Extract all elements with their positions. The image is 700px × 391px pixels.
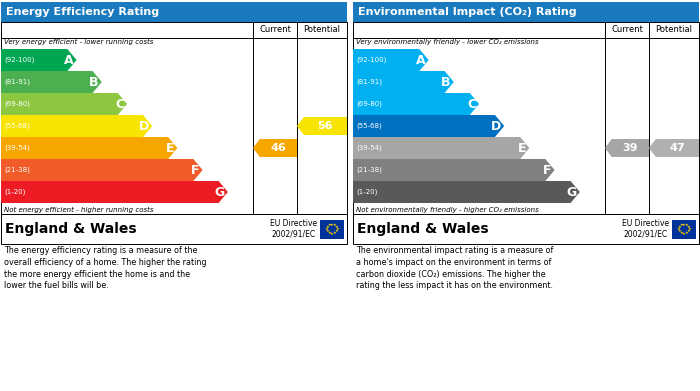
Text: ★: ★ xyxy=(326,225,329,229)
Text: ★: ★ xyxy=(328,223,331,227)
Text: 46: 46 xyxy=(270,143,286,153)
Text: A: A xyxy=(416,54,426,66)
Bar xyxy=(320,219,344,239)
Text: Not environmentally friendly - higher CO₂ emissions: Not environmentally friendly - higher CO… xyxy=(356,207,539,213)
Text: Potential: Potential xyxy=(304,25,340,34)
Text: EU Directive
2002/91/EC: EU Directive 2002/91/EC xyxy=(622,219,669,239)
Text: C: C xyxy=(115,97,124,111)
Text: ★: ★ xyxy=(330,222,334,226)
Text: ★: ★ xyxy=(325,227,328,231)
Polygon shape xyxy=(353,115,504,137)
Text: (81-91): (81-91) xyxy=(356,79,382,85)
Polygon shape xyxy=(297,117,347,135)
Text: B: B xyxy=(90,75,99,88)
Text: ★: ★ xyxy=(333,223,337,227)
Text: (92-100): (92-100) xyxy=(4,57,34,63)
Text: ★: ★ xyxy=(678,229,681,233)
Polygon shape xyxy=(353,159,554,181)
Text: (1-20): (1-20) xyxy=(356,189,377,195)
Text: C: C xyxy=(467,97,476,111)
Text: F: F xyxy=(191,163,200,176)
Text: (55-68): (55-68) xyxy=(4,123,29,129)
Polygon shape xyxy=(605,139,649,157)
Text: (21-38): (21-38) xyxy=(4,167,30,173)
Text: ★: ★ xyxy=(335,227,340,231)
Text: G: G xyxy=(566,185,577,199)
Polygon shape xyxy=(1,159,202,181)
Text: EU Directive
2002/91/EC: EU Directive 2002/91/EC xyxy=(270,219,317,239)
Bar xyxy=(353,22,699,214)
Text: ★: ★ xyxy=(335,229,339,233)
Text: ★: ★ xyxy=(335,225,339,229)
Polygon shape xyxy=(1,137,177,159)
Polygon shape xyxy=(253,139,297,157)
Text: ★: ★ xyxy=(326,229,329,233)
Text: The energy efficiency rating is a measure of the
overall efficiency of a home. T: The energy efficiency rating is a measur… xyxy=(4,246,206,291)
Text: Very energy efficient - lower running costs: Very energy efficient - lower running co… xyxy=(4,39,153,45)
Text: (55-68): (55-68) xyxy=(356,123,382,129)
Polygon shape xyxy=(649,139,699,157)
Text: Current: Current xyxy=(259,25,291,34)
Text: Environmental Impact (CO₂) Rating: Environmental Impact (CO₂) Rating xyxy=(358,7,577,17)
Polygon shape xyxy=(353,71,454,93)
Text: ★: ★ xyxy=(677,227,680,231)
Text: ★: ★ xyxy=(687,225,691,229)
Text: The environmental impact rating is a measure of
a home's impact on the environme: The environmental impact rating is a mea… xyxy=(356,246,554,291)
Polygon shape xyxy=(1,181,228,203)
Bar xyxy=(1,214,347,244)
Bar xyxy=(672,219,696,239)
Text: ★: ★ xyxy=(680,223,683,227)
Text: (21-38): (21-38) xyxy=(356,167,382,173)
Text: (39-54): (39-54) xyxy=(4,145,29,151)
Text: Energy Efficiency Rating: Energy Efficiency Rating xyxy=(6,7,159,17)
Text: England & Wales: England & Wales xyxy=(357,222,489,236)
Bar xyxy=(353,2,699,22)
Text: ★: ★ xyxy=(687,229,691,233)
Text: A: A xyxy=(64,54,74,66)
Text: ★: ★ xyxy=(330,231,334,235)
Polygon shape xyxy=(353,93,479,115)
Text: England & Wales: England & Wales xyxy=(5,222,136,236)
Text: (92-100): (92-100) xyxy=(356,57,386,63)
Text: Current: Current xyxy=(611,25,643,34)
Text: ★: ★ xyxy=(333,231,337,235)
Text: (81-91): (81-91) xyxy=(4,79,30,85)
Text: ★: ★ xyxy=(682,231,686,235)
Text: (69-80): (69-80) xyxy=(4,101,30,107)
Polygon shape xyxy=(1,49,76,71)
Text: ★: ★ xyxy=(678,225,681,229)
Polygon shape xyxy=(353,49,428,71)
Text: Not energy efficient - higher running costs: Not energy efficient - higher running co… xyxy=(4,207,153,213)
Text: 47: 47 xyxy=(670,143,685,153)
Bar xyxy=(1,2,347,22)
Bar xyxy=(353,214,699,244)
Text: ★: ★ xyxy=(682,222,686,226)
Text: ★: ★ xyxy=(685,223,689,227)
Text: Very environmentally friendly - lower CO₂ emissions: Very environmentally friendly - lower CO… xyxy=(356,39,538,45)
Polygon shape xyxy=(353,181,580,203)
Text: 39: 39 xyxy=(623,143,638,153)
Text: D: D xyxy=(491,120,501,133)
Text: (1-20): (1-20) xyxy=(4,189,25,195)
Text: (69-80): (69-80) xyxy=(356,101,382,107)
Text: (39-54): (39-54) xyxy=(356,145,382,151)
Text: ★: ★ xyxy=(680,231,683,235)
Text: 56: 56 xyxy=(318,121,333,131)
Text: ★: ★ xyxy=(328,231,331,235)
Polygon shape xyxy=(1,93,127,115)
Text: D: D xyxy=(139,120,149,133)
Text: ★: ★ xyxy=(687,227,692,231)
Text: B: B xyxy=(441,75,451,88)
Polygon shape xyxy=(1,71,102,93)
Text: ★: ★ xyxy=(685,231,689,235)
Polygon shape xyxy=(1,115,152,137)
Bar xyxy=(1,22,347,214)
Text: F: F xyxy=(543,163,552,176)
Polygon shape xyxy=(353,137,529,159)
Text: E: E xyxy=(518,142,526,154)
Text: Potential: Potential xyxy=(655,25,692,34)
Text: G: G xyxy=(214,185,225,199)
Text: E: E xyxy=(166,142,174,154)
